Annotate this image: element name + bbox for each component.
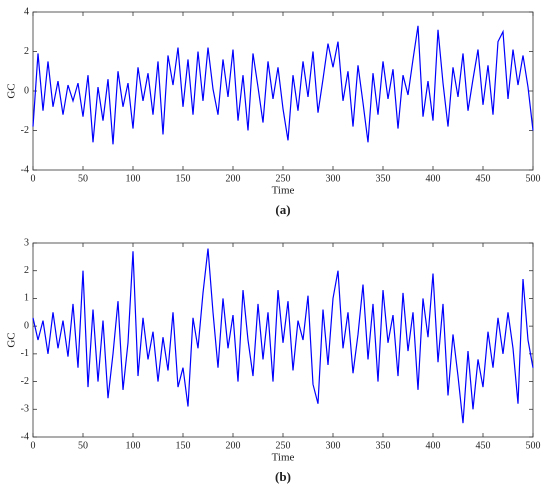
x-tick-label: 300 bbox=[326, 440, 341, 451]
x-tick-label: 0 bbox=[31, 440, 36, 451]
x-tick-label: 150 bbox=[176, 440, 191, 451]
x-tick-label: 450 bbox=[476, 173, 491, 184]
caption: (b) bbox=[275, 469, 291, 484]
y-tick-label: 4 bbox=[24, 6, 29, 17]
data-line bbox=[32, 25, 534, 145]
x-tick-label: 500 bbox=[526, 173, 541, 184]
x-tick-label: 450 bbox=[476, 440, 491, 451]
x-tick-label: 0 bbox=[31, 173, 36, 184]
x-tick-label: 350 bbox=[376, 440, 391, 451]
y-tick-label: 1 bbox=[24, 293, 29, 304]
y-axis-label: GC bbox=[6, 83, 18, 98]
plot-area bbox=[32, 11, 534, 171]
x-tick-label: 200 bbox=[226, 173, 241, 184]
data-line bbox=[32, 248, 534, 424]
y-tick-label: 0 bbox=[24, 320, 29, 331]
x-tick-label: 50 bbox=[78, 173, 88, 184]
x-tick-label: 100 bbox=[126, 440, 141, 451]
y-tick-label: -1 bbox=[21, 348, 29, 359]
x-tick-label: 250 bbox=[276, 173, 291, 184]
x-tick-label: 300 bbox=[326, 173, 341, 184]
x-tick-label: 350 bbox=[376, 173, 391, 184]
y-tick-label: -3 bbox=[21, 404, 29, 415]
y-tick-label: 3 bbox=[24, 237, 29, 248]
caption: (a) bbox=[275, 202, 290, 217]
y-tick-label: -4 bbox=[21, 431, 29, 442]
x-tick-label: 250 bbox=[276, 440, 291, 451]
y-axis-label: GC bbox=[6, 332, 18, 347]
x-tick-label: 50 bbox=[78, 440, 88, 451]
x-tick-label: 100 bbox=[126, 173, 141, 184]
x-tick-label: 500 bbox=[526, 440, 541, 451]
y-tick-label: 2 bbox=[24, 265, 29, 276]
y-tick-label: -4 bbox=[21, 164, 29, 175]
y-tick-label: 0 bbox=[24, 85, 29, 96]
y-tick-label: 2 bbox=[24, 46, 29, 57]
x-axis-label: Time bbox=[272, 452, 295, 464]
x-tick-label: 150 bbox=[176, 173, 191, 184]
x-axis-label: Time bbox=[272, 185, 295, 197]
x-tick-label: 400 bbox=[426, 440, 441, 451]
y-tick-label: -2 bbox=[21, 125, 29, 136]
y-tick-label: -2 bbox=[21, 376, 29, 387]
x-tick-label: 400 bbox=[426, 173, 441, 184]
x-tick-label: 200 bbox=[226, 440, 241, 451]
